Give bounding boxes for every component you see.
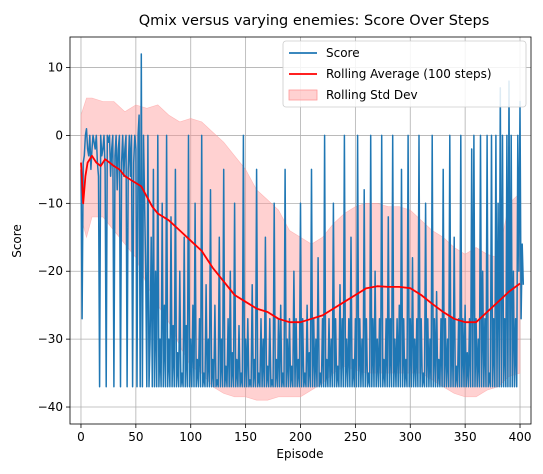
- score-line: [80, 53, 525, 388]
- rolling-average-line: [80, 154, 521, 324]
- x-tick-label: 250: [344, 430, 367, 444]
- legend-swatch: [288, 89, 318, 101]
- x-tick-label: 150: [234, 430, 257, 444]
- x-tick-label: 350: [454, 430, 477, 444]
- x-tick-label: 50: [128, 430, 143, 444]
- y-tick-label: −30: [38, 332, 63, 346]
- chart-legend: Score Rolling Average (100 steps) Rolling …: [282, 40, 527, 108]
- x-tick-label: 200: [289, 430, 312, 444]
- x-axis-label: Episode: [276, 447, 323, 461]
- legend-label: Rolling Average (100 steps): [326, 67, 492, 81]
- y-tick-label: −40: [38, 400, 63, 414]
- score-line-group: [80, 53, 525, 388]
- x-tick-label: 400: [509, 430, 532, 444]
- legend-box: [282, 40, 527, 108]
- y-tick-label: −20: [38, 264, 63, 278]
- x-tick-label: 300: [399, 430, 422, 444]
- chart-title: Qmix versus varying enemies: Score Over …: [139, 13, 490, 29]
- y-axis-ticks: −40 −30 −20 −10 0 10: [38, 61, 70, 414]
- legend-label: Rolling Std Dev: [326, 88, 418, 102]
- rolling-average-group: [80, 154, 521, 324]
- x-axis-ticks: 0 50 100 150 200 250 300 350 400: [77, 424, 531, 444]
- y-tick-label: 10: [48, 61, 63, 75]
- y-axis-label: Score: [10, 224, 24, 258]
- x-tick-label: 0: [77, 430, 85, 444]
- x-tick-label: 100: [179, 430, 202, 444]
- y-tick-label: 0: [55, 128, 63, 142]
- y-tick-label: −10: [38, 196, 63, 210]
- legend-label: Score: [326, 46, 360, 60]
